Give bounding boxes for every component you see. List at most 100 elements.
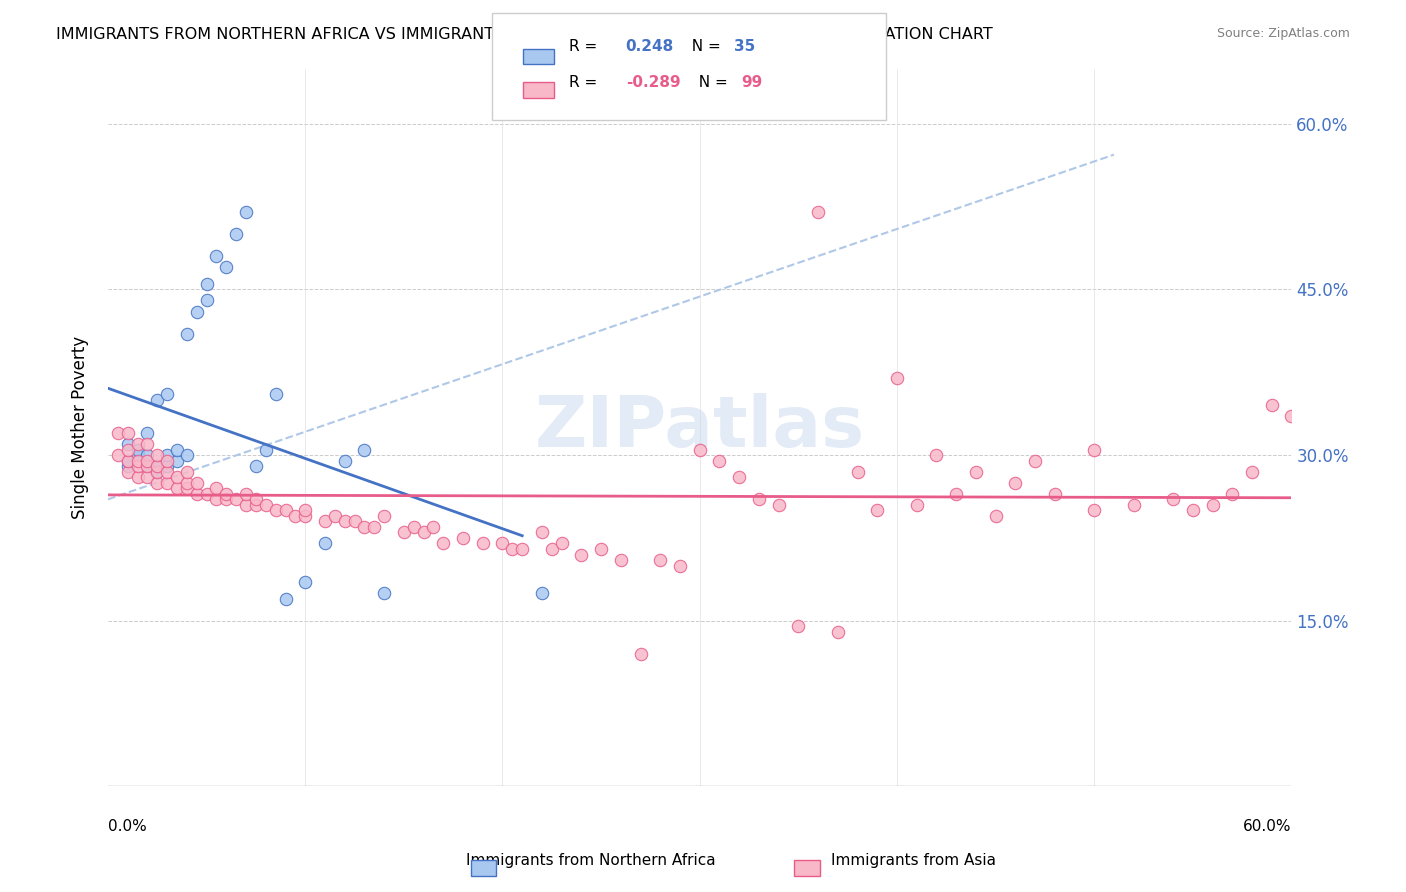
Point xyxy=(373,508,395,523)
Point xyxy=(156,465,179,479)
Point xyxy=(314,536,336,550)
Text: 35: 35 xyxy=(734,39,755,54)
Point xyxy=(117,453,139,467)
Point xyxy=(905,498,928,512)
Point xyxy=(748,492,770,507)
Point xyxy=(1161,492,1184,507)
Point xyxy=(294,508,316,523)
Point xyxy=(353,442,375,457)
Text: ZIPatlas: ZIPatlas xyxy=(534,393,865,462)
Point xyxy=(127,453,149,467)
Point xyxy=(1181,503,1204,517)
Point xyxy=(1004,475,1026,490)
Point xyxy=(1122,498,1144,512)
Point xyxy=(136,459,159,474)
Point xyxy=(117,425,139,440)
Point xyxy=(402,520,425,534)
Point xyxy=(136,448,159,462)
Point xyxy=(136,459,159,474)
Point xyxy=(264,387,287,401)
Point xyxy=(591,541,613,556)
Point xyxy=(205,481,228,495)
Point xyxy=(669,558,692,573)
Point xyxy=(186,304,208,318)
Point xyxy=(550,536,572,550)
Point xyxy=(323,508,346,523)
Text: N =: N = xyxy=(682,39,725,54)
Point xyxy=(107,448,129,462)
Point xyxy=(146,465,169,479)
Point xyxy=(540,541,562,556)
Point xyxy=(610,553,633,567)
Text: Immigrants from Asia: Immigrants from Asia xyxy=(831,854,997,868)
Point xyxy=(136,470,159,484)
Point xyxy=(176,475,198,490)
Point xyxy=(925,448,948,462)
Point xyxy=(471,536,494,550)
Point xyxy=(136,453,159,467)
Point xyxy=(650,553,672,567)
Point xyxy=(117,453,139,467)
Text: R =: R = xyxy=(569,39,603,54)
Point xyxy=(176,326,198,341)
Point xyxy=(945,487,967,501)
Point xyxy=(432,536,454,550)
Point xyxy=(333,453,356,467)
Point xyxy=(392,525,415,540)
Point xyxy=(127,448,149,462)
Point xyxy=(146,465,169,479)
Point xyxy=(225,492,247,507)
Point xyxy=(146,392,169,407)
Point xyxy=(984,508,1007,523)
Point xyxy=(146,459,169,474)
Point xyxy=(166,470,188,484)
Point xyxy=(1024,453,1046,467)
Point xyxy=(254,442,277,457)
Point xyxy=(127,437,149,451)
Text: 0.248: 0.248 xyxy=(626,39,673,54)
Point xyxy=(176,481,198,495)
Point xyxy=(186,487,208,501)
Point xyxy=(353,520,375,534)
Point xyxy=(689,442,711,457)
Point xyxy=(1083,442,1105,457)
Text: N =: N = xyxy=(689,75,733,89)
Point xyxy=(1043,487,1066,501)
Text: -0.289: -0.289 xyxy=(626,75,681,89)
Point xyxy=(373,586,395,600)
Text: 60.0%: 60.0% xyxy=(1243,819,1292,834)
Point xyxy=(254,498,277,512)
Point xyxy=(166,453,188,467)
Text: Immigrants from Northern Africa: Immigrants from Northern Africa xyxy=(465,854,716,868)
Text: Source: ZipAtlas.com: Source: ZipAtlas.com xyxy=(1216,27,1350,40)
Point xyxy=(510,541,533,556)
Point xyxy=(333,515,356,529)
Point xyxy=(501,541,523,556)
Point xyxy=(728,470,751,484)
Point xyxy=(235,498,257,512)
Point xyxy=(245,492,267,507)
Point xyxy=(530,525,553,540)
Point xyxy=(846,465,869,479)
Point xyxy=(264,503,287,517)
Point xyxy=(412,525,434,540)
Text: IMMIGRANTS FROM NORTHERN AFRICA VS IMMIGRANTS FROM ASIA SINGLE MOTHER POVERTY CO: IMMIGRANTS FROM NORTHERN AFRICA VS IMMIG… xyxy=(56,27,993,42)
Point xyxy=(768,498,790,512)
Point xyxy=(569,548,592,562)
Point xyxy=(1261,399,1284,413)
Point xyxy=(166,481,188,495)
Point xyxy=(127,442,149,457)
Point xyxy=(1083,503,1105,517)
Point xyxy=(156,453,179,467)
Point xyxy=(215,492,238,507)
Point xyxy=(422,520,444,534)
Point xyxy=(117,459,139,474)
Point xyxy=(156,387,179,401)
Point xyxy=(225,227,247,242)
Point xyxy=(1240,465,1263,479)
Point xyxy=(235,205,257,219)
Point xyxy=(363,520,385,534)
Point xyxy=(156,459,179,474)
Point xyxy=(146,459,169,474)
Point xyxy=(205,249,228,263)
